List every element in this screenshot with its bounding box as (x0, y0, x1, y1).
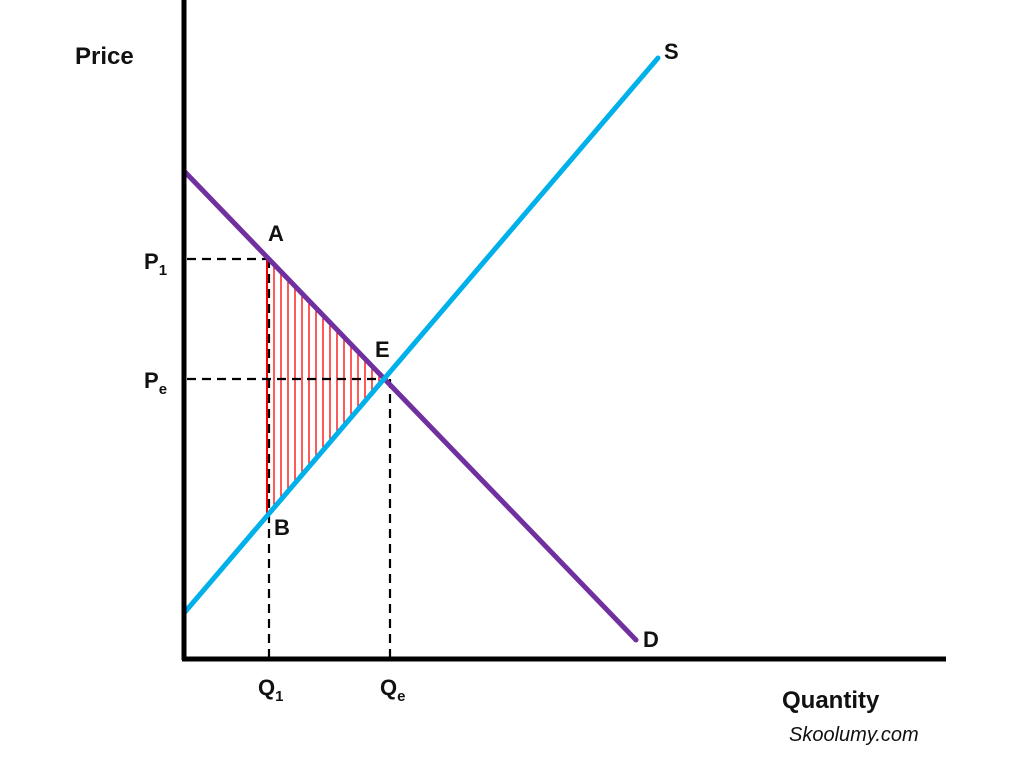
p1-label: P1 (144, 249, 167, 279)
demand-curve (182, 169, 639, 643)
demand-label: D (643, 627, 659, 652)
point-b-label: B (274, 515, 290, 540)
point-e-label: E (375, 337, 390, 362)
deadweight-loss-hatching (273, 266, 380, 508)
site-credit: Skoolumy.com (789, 724, 919, 746)
y-axis-label: Price (75, 43, 134, 70)
supply-label: S (664, 39, 679, 64)
supply-curve (182, 55, 661, 615)
x-axis-label: Quantity (782, 687, 880, 714)
guide-lines (187, 257, 392, 659)
pe-label: Pe (144, 368, 167, 398)
point-a-label: A (268, 221, 284, 246)
q1-label: Q1 (258, 675, 283, 705)
qe-label: Qe (380, 675, 405, 705)
